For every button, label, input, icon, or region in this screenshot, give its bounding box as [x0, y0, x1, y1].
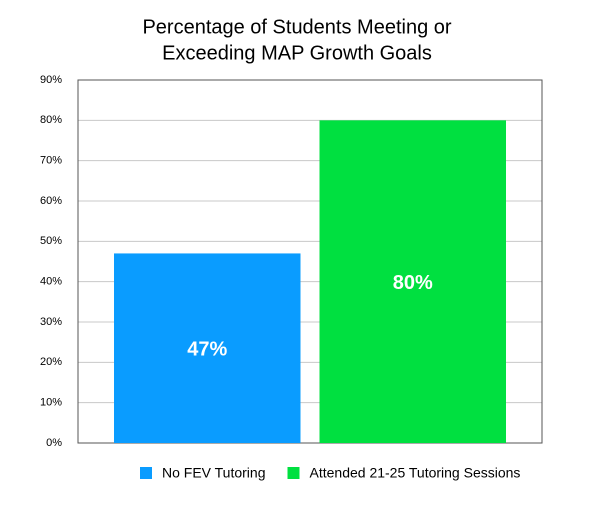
- bar: [319, 120, 506, 443]
- y-tick-label: 70%: [40, 155, 62, 167]
- y-tick-label: 80%: [40, 114, 62, 126]
- y-tick-label: 90%: [40, 74, 62, 86]
- legend-label: Attended 21-25 Tutoring Sessions: [310, 465, 521, 481]
- y-tick-label: 10%: [40, 397, 62, 409]
- legend-swatch: [140, 467, 152, 479]
- y-tick-label: 30%: [40, 316, 62, 328]
- legend-swatch: [287, 467, 300, 479]
- chart-title: Percentage of Students Meeting or: [142, 16, 451, 38]
- chart-title: Exceeding MAP Growth Goals: [162, 42, 432, 64]
- value-label: 80%: [393, 272, 433, 294]
- legend-label: No FEV Tutoring: [162, 465, 266, 481]
- y-tick-label: 60%: [40, 195, 62, 207]
- y-tick-label: 50%: [40, 235, 62, 247]
- bar: [114, 253, 301, 443]
- y-tick-label: 0%: [46, 437, 62, 449]
- plot-frame: [77, 79, 543, 444]
- value-label: 47%: [187, 338, 227, 360]
- y-tick-label: 20%: [40, 356, 62, 368]
- y-tick-label: 40%: [40, 276, 62, 288]
